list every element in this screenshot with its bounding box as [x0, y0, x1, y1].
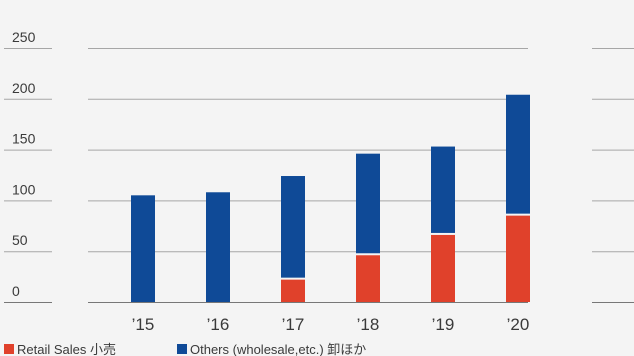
bar-retail-2 [281, 279, 305, 302]
bar-others-5 [506, 94, 530, 214]
y-tick-label-0: 0 [12, 283, 20, 299]
legend-swatch-retail [4, 344, 14, 354]
bar-others-3 [356, 153, 380, 254]
y-tick-label-200: 200 [12, 80, 36, 96]
bar-others-4 [431, 146, 455, 233]
y-tick-label-250: 250 [12, 29, 36, 45]
y-tick-label-50: 50 [12, 232, 28, 248]
bar-retail-3 [356, 255, 380, 302]
legend: Retail Sales 小売 Others (wholesale,etc.) 卸… [4, 342, 366, 356]
x-category-label-5: ’20 [507, 315, 530, 334]
legend-swatch-others [177, 344, 187, 354]
bar-others-2 [281, 176, 305, 278]
y-tick-label-100: 100 [12, 181, 36, 197]
bar-others-0 [131, 195, 155, 302]
y-tick-label-150: 150 [12, 131, 36, 147]
y-axis-tick-labels: 0 50 100 150 200 250 [12, 29, 36, 299]
gridlines [4, 48, 634, 303]
bar-others-1 [206, 192, 230, 302]
bar-retail-5 [506, 215, 530, 302]
x-category-label-3: ’18 [357, 315, 380, 334]
bars [131, 94, 530, 302]
legend-label-retail: Retail Sales 小売 [17, 342, 116, 356]
x-axis-category-labels: ’15 ’16 ’17 ’18 ’19 ’20 [132, 315, 530, 334]
bar-retail-4 [431, 234, 455, 302]
x-category-label-0: ’15 [132, 315, 155, 334]
x-category-label-1: ’16 [207, 315, 230, 334]
x-category-label-4: ’19 [432, 315, 455, 334]
x-category-label-2: ’17 [282, 315, 305, 334]
legend-label-others: Others (wholesale,etc.) 卸ほか [190, 342, 366, 356]
